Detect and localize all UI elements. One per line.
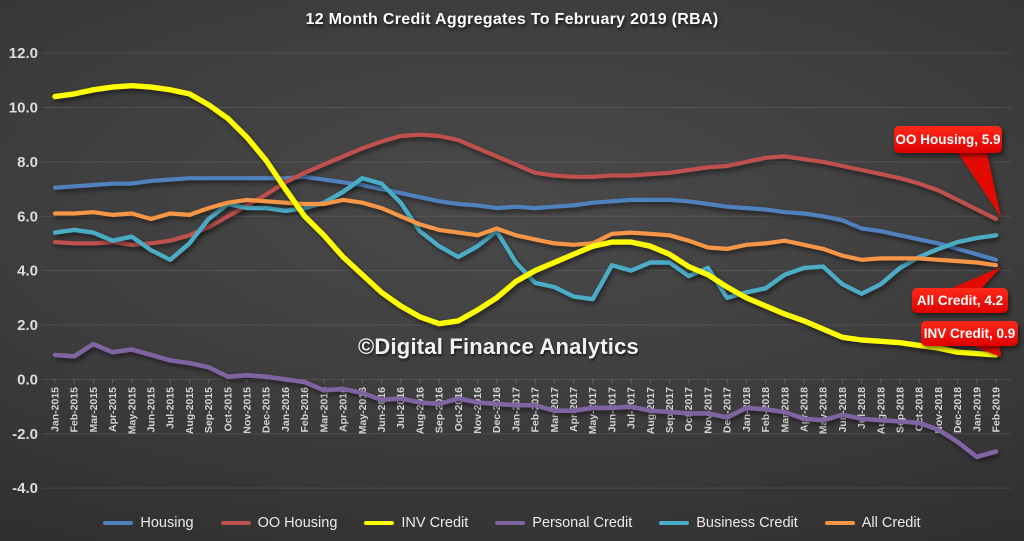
y-axis-label-8.0: 8.0 — [17, 154, 38, 171]
x-axis-label-jan-2017: Jan-2017 — [510, 387, 522, 432]
annotation-all-credit-label: All Credit, 4.2 — [916, 293, 1004, 308]
annotation-pointer-oo-housing — [958, 153, 1001, 217]
legend-label-oo-housing: OO Housing — [257, 515, 338, 531]
legend-swatch-housing — [103, 520, 134, 526]
annotation-inv-credit-label: INV Credit, 0.9 — [923, 326, 1016, 341]
x-axis-label-oct-2017: Oct-2017 — [683, 387, 695, 432]
x-axis-label-dec-2016: Dec-2016 — [491, 387, 503, 433]
x-axis-label-may-2018: May-2018 — [818, 387, 830, 434]
x-axis-label-sep-2015: Sep-2015 — [203, 387, 215, 433]
watermark: ©Digital Finance Analytics — [358, 334, 639, 359]
x-axis-label-dec-2018: Dec-2018 — [952, 387, 964, 433]
legend-item-business-credit: Business Credit — [659, 515, 798, 531]
legend-item-all-credit: All Credit — [824, 515, 921, 531]
legend-label-personal-credit: Personal Credit — [532, 515, 633, 531]
x-axis-label-may-2015: May-2015 — [126, 387, 138, 434]
legend-swatch-all-credit — [824, 520, 855, 526]
legend-item-personal-credit: Personal Credit — [495, 515, 632, 531]
annotation-pointer-all-credit — [952, 267, 1001, 288]
x-axis-label-apr-2015: Apr-2015 — [107, 387, 119, 432]
legend-item-inv-credit: INV Credit — [364, 515, 468, 531]
x-axis-label-jun-2015: Jun-2015 — [146, 387, 158, 433]
x-axis-label-nov-2015: Nov-2015 — [242, 387, 254, 434]
x-axis-label-mar-2015: Mar-2015 — [88, 387, 100, 433]
x-axis-label-nov-2016: Nov-2016 — [472, 387, 484, 434]
series-line-housing — [52, 174, 999, 262]
legend-swatch-inv-credit — [364, 520, 395, 526]
x-axis-label-apr-2016: Apr-2016 — [338, 387, 350, 432]
y-axis-label-4.0: 4.0 — [17, 263, 38, 280]
x-axis-label-jun-2018: Jun-2018 — [837, 387, 849, 433]
y-axis-label--4.0: -4.0 — [12, 480, 38, 497]
x-axis-label-jan-2016: Jan-2016 — [280, 387, 292, 432]
x-axis-label-jul-2016: Jul-2016 — [395, 387, 407, 429]
x-axis-label-may-2017: May-2017 — [587, 387, 599, 434]
x-axis-label-feb-2019: Feb-2019 — [991, 387, 1003, 433]
x-axis-label-sep-2016: Sep-2016 — [434, 387, 446, 433]
y-axis-label-10.0: 10.0 — [9, 100, 38, 117]
legend-item-oo-housing: OO Housing — [220, 515, 338, 531]
legend-label-all-credit: All Credit — [861, 515, 921, 531]
x-axis-label-feb-2016: Feb-2016 — [299, 387, 311, 433]
legend-label-business-credit: Business Credit — [696, 515, 798, 531]
x-axis-label-may-2016: May-2016 — [357, 387, 369, 434]
x-axis-label-mar-2018: Mar-2018 — [779, 387, 791, 433]
x-axis-label-aug-2018: Aug-2018 — [875, 387, 887, 434]
x-axis-label-oct-2018: Oct-2018 — [914, 387, 926, 432]
chart-title: 12 Month Credit Aggregates To February 2… — [305, 11, 719, 28]
x-axis-label-oct-2016: Oct-2016 — [453, 387, 465, 432]
legend-swatch-personal-credit — [495, 520, 526, 526]
x-axis-label-aug-2016: Aug-2016 — [414, 387, 426, 434]
series-line-inv-credit — [52, 82, 999, 358]
x-axis-label-nov-2018: Nov-2018 — [933, 387, 945, 434]
x-axis-label-jan-2019: Jan-2019 — [971, 387, 983, 432]
annotation-all-credit: All Credit, 4.2 — [912, 288, 1008, 313]
annotation-pointer-inv-credit — [972, 346, 1001, 357]
x-axis-label-jan-2015: Jan-2015 — [50, 387, 62, 432]
annotation-oo-housing: OO Housing, 5.9 — [894, 126, 1002, 153]
series-line-oo-housing — [52, 132, 999, 247]
annotation-oo-housing-label: OO Housing, 5.9 — [895, 132, 1001, 147]
y-axis-label-2.0: 2.0 — [17, 317, 38, 334]
x-axis-label-oct-2015: Oct-2015 — [222, 387, 234, 432]
y-axis-label-6.0: 6.0 — [17, 208, 38, 225]
annotation-inv-credit: INV Credit, 0.9 — [921, 321, 1018, 346]
x-axis-label-jun-2016: Jun-2016 — [376, 387, 388, 433]
y-axis-label-0.0: 0.0 — [17, 371, 38, 388]
x-axis-label-jul-2018: Jul-2018 — [856, 387, 868, 429]
x-axis-label-feb-2017: Feb-2017 — [530, 387, 542, 433]
x-axis-label-dec-2015: Dec-2015 — [261, 387, 273, 433]
y-axis-label-12.0: 12.0 — [9, 45, 38, 62]
x-axis-label-nov-2017: Nov-2017 — [702, 387, 714, 434]
legend-label-housing: Housing — [140, 515, 194, 531]
legend-item-housing: Housing — [103, 515, 194, 531]
x-axis-label-apr-2018: Apr-2018 — [798, 387, 810, 432]
x-axis-label-jul-2015: Jul-2015 — [165, 387, 177, 429]
legend-swatch-business-credit — [659, 520, 690, 526]
series-line-all-credit — [52, 197, 999, 268]
y-axis-label--2.0: -2.0 — [12, 426, 38, 443]
chart-legend: Housing OO Housing INV Credit Personal Cred… — [0, 511, 1024, 535]
x-axis-label-mar-2016: Mar-2016 — [318, 387, 330, 433]
legend-label-inv-credit: INV Credit — [401, 515, 469, 531]
series-line-business-credit — [52, 175, 999, 302]
x-axis-label-dec-2017: Dec-2017 — [722, 387, 734, 433]
series-line-personal-credit — [52, 341, 999, 460]
x-axis-label-sep-2018: Sep-2018 — [894, 387, 906, 433]
x-axis-label-aug-2015: Aug-2015 — [184, 387, 196, 434]
x-axis-label-feb-2015: Feb-2015 — [69, 387, 81, 433]
legend-swatch-oo-housing — [220, 520, 251, 526]
